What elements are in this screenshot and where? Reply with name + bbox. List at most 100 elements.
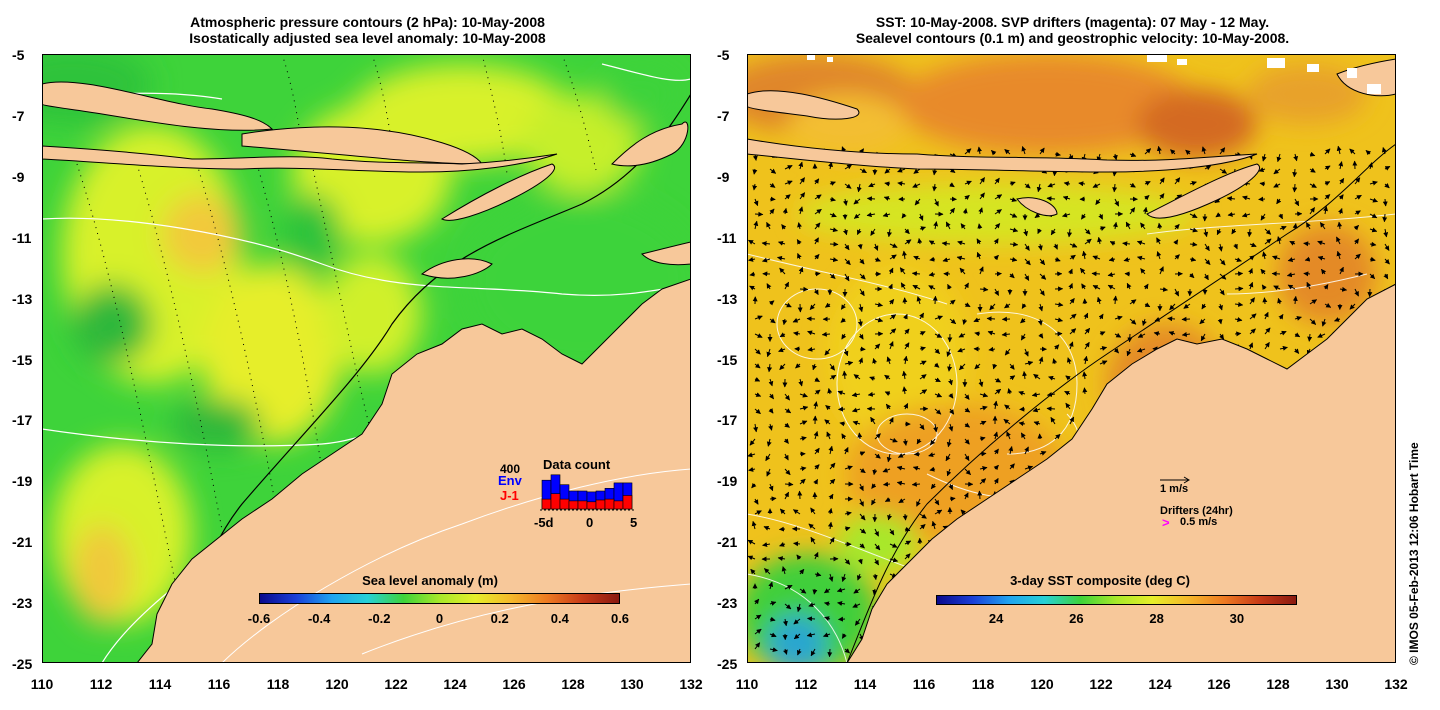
x-tick-label: 126: [1207, 676, 1231, 692]
sst-map: [747, 54, 1396, 663]
y-tick-label: -13: [12, 290, 33, 307]
colorbar-tick-label: -0.2: [368, 611, 391, 626]
scale-arrow: [1160, 476, 1190, 484]
ji-count-bar: [550, 493, 561, 510]
y-tick-label: -17: [717, 412, 738, 429]
x-tick-label: 112: [794, 676, 818, 692]
y-tick-label: -21: [717, 534, 738, 551]
x-tick-label: 114: [853, 676, 877, 692]
x-tick-label: 110: [30, 676, 54, 692]
drifter-symbol: >: [1162, 515, 1170, 530]
right-title-line1: SST: 10-May-2008. SVP drifters (magenta)…: [875, 14, 1270, 30]
sla-colorbar-title: Sea level anomaly (m): [362, 573, 498, 588]
drifter-speed: 0.5 m/s: [1180, 516, 1218, 528]
ji-count-bar: [622, 495, 633, 510]
data-count-title: Data count: [543, 457, 611, 472]
x-tick-label: 124: [1148, 676, 1172, 692]
sea-level-anomaly-map: [42, 54, 691, 663]
ji-count-bar: [613, 500, 624, 510]
colorbar-tick-label: -0.4: [307, 611, 331, 626]
colorbar-tick-label: -0.6: [247, 611, 271, 626]
sst-colorbar: [936, 595, 1297, 605]
colorbar-tick-label: 0: [435, 611, 444, 626]
y-tick-label: -7: [12, 107, 25, 124]
colorbar-tick-label: 0.4: [550, 611, 569, 626]
colorbar-tick-label: 0.2: [490, 611, 509, 626]
x-tick-label: 126: [502, 676, 526, 692]
x-tick-label: 116: [207, 676, 231, 692]
sst-map-svg: [747, 54, 1396, 663]
env-label: Env: [498, 473, 522, 488]
x-tick-label: 132: [679, 676, 703, 692]
x-tick-label: 118: [971, 676, 995, 692]
data-count-histogram: [540, 474, 636, 511]
colorbar-tick-label: 30: [1229, 611, 1245, 626]
ji-count-bar: [568, 500, 579, 510]
colorbar-tick-label: 0.6: [610, 611, 630, 626]
y-tick-label: -23: [717, 595, 738, 612]
ji-count-bar: [559, 498, 570, 510]
left-title-line2: Isostatically adjusted sea level anomaly…: [189, 30, 546, 46]
x-tick-label: 114: [148, 676, 172, 692]
land-contours: [221, 468, 691, 663]
x-tick-label: 132: [1384, 676, 1408, 692]
drifters-label: Drifters (24hr): [1160, 505, 1233, 517]
left-title-line1: Atmospheric pressure contours (2 hPa): 1…: [190, 14, 545, 30]
x-tick-label: 130: [1325, 676, 1349, 692]
y-tick-label: -15: [12, 351, 33, 368]
sst-islands: [747, 58, 1396, 219]
x-tick-label: 122: [384, 676, 408, 692]
y-tick-label: -9: [12, 168, 25, 185]
y-tick-label: -7: [717, 107, 730, 124]
ji-label: J-1: [500, 488, 519, 503]
data-count-x-label-mid: 0: [586, 515, 594, 530]
y-tick-label: -11: [717, 229, 737, 246]
x-tick-label: 124: [443, 676, 467, 692]
y-tick-label: -5: [717, 47, 730, 63]
data-count-max-label: 400: [500, 462, 521, 476]
colorbar-tick-label: 28: [1149, 611, 1164, 626]
cloud-mask: [807, 54, 1381, 94]
right-title: SST: 10-May-2008. SVP drifters (magenta)…: [745, 14, 1400, 46]
y-tick-label: -5: [12, 47, 25, 63]
sla-colorbar: [259, 593, 620, 604]
y-tick-label: -13: [717, 290, 738, 307]
sst-colorbar-title: 3-day SST composite (deg C): [1010, 573, 1190, 588]
ji-count-bar: [604, 498, 615, 510]
x-tick-label: 128: [561, 676, 585, 692]
ji-count-bar: [577, 500, 588, 510]
colorbar-tick-label: 26: [1069, 611, 1084, 626]
right-map-frame: [747, 54, 1396, 663]
ji-count-bar: [541, 498, 552, 510]
ji-count-bar: [595, 499, 606, 510]
islands: [42, 81, 691, 279]
x-tick-label: 128: [1266, 676, 1290, 692]
colorbar-tick-label: 24: [988, 611, 1004, 626]
scale-arrow-label: 1 m/s: [1160, 483, 1189, 495]
y-tick-label: -19: [717, 473, 738, 490]
y-tick-label: -11: [12, 229, 32, 246]
y-tick-label: -21: [12, 534, 33, 551]
y-tick-label: -25: [12, 656, 33, 672]
sla-map-svg: [42, 54, 691, 663]
y-tick-label: -25: [717, 656, 738, 672]
data-count-x-label-end: 5: [630, 515, 638, 530]
x-tick-label: 118: [266, 676, 290, 692]
left-map-frame: [42, 54, 691, 663]
x-tick-label: 112: [89, 676, 113, 692]
y-tick-label: -15: [717, 351, 738, 368]
sst-bathymetry-contour: [846, 143, 1396, 663]
x-tick-label: 130: [620, 676, 644, 692]
y-tick-label: -9: [717, 168, 730, 185]
australia-landmass: [136, 278, 691, 663]
right-title-line2: Sealevel contours (0.1 m) and geostrophi…: [855, 30, 1290, 46]
left-title: Atmospheric pressure contours (2 hPa): 1…: [40, 14, 695, 46]
ji-count-bar: [586, 501, 597, 510]
x-tick-label: 122: [1089, 676, 1113, 692]
x-tick-label: 120: [325, 676, 349, 692]
y-tick-label: -19: [12, 473, 33, 490]
y-tick-label: -17: [12, 412, 33, 429]
x-tick-label: 110: [735, 676, 759, 692]
sst-australia-landmass: [846, 283, 1396, 663]
y-tick-label: -23: [12, 595, 33, 612]
